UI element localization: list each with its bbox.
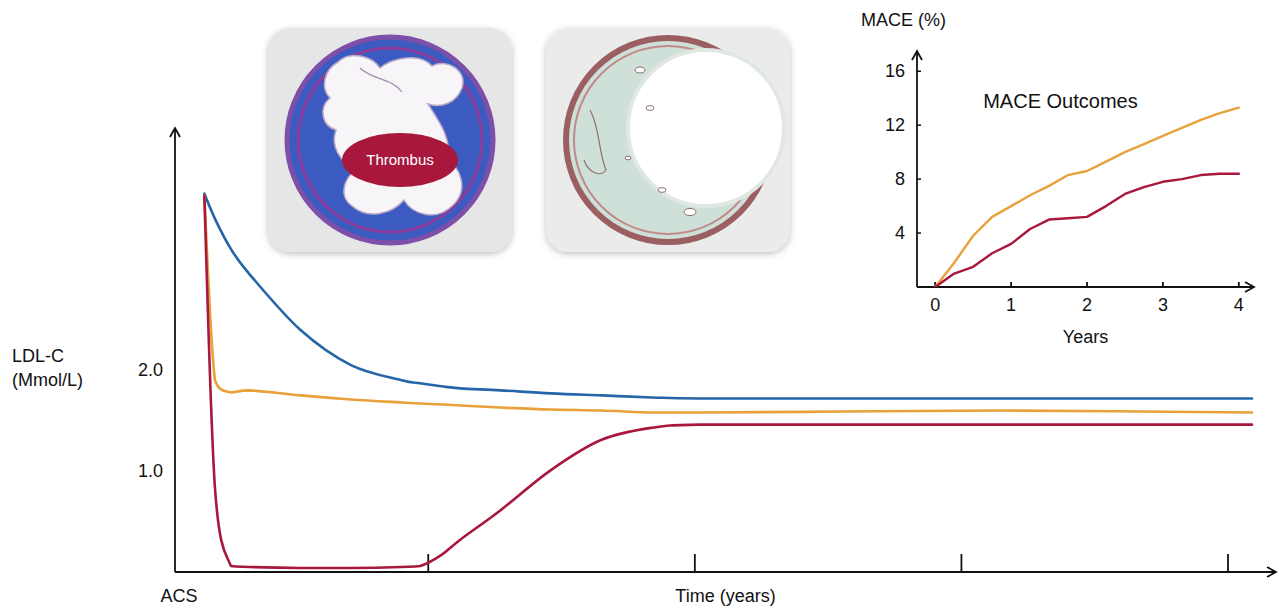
x-tick-label: 2 bbox=[1082, 295, 1092, 315]
series-group bbox=[204, 194, 1252, 568]
calcium bbox=[635, 67, 645, 73]
y-axis-title: MACE (%) bbox=[861, 10, 946, 30]
x-axis bbox=[917, 286, 1254, 288]
axis-arrow bbox=[1267, 567, 1276, 577]
plaque-edge bbox=[360, 68, 402, 92]
x-tick-label: 3 bbox=[1158, 295, 1168, 315]
x-tick bbox=[1010, 282, 1012, 287]
vessel-ring bbox=[298, 48, 482, 232]
x-tick bbox=[1162, 282, 1164, 287]
y-tick bbox=[917, 124, 921, 126]
x-axis bbox=[175, 571, 1276, 573]
y-tick-label: 1.0 bbox=[138, 461, 163, 481]
series-line bbox=[204, 196, 1252, 568]
thrombus-label: Thrombus bbox=[366, 151, 434, 168]
series-line bbox=[204, 194, 1252, 399]
lumen bbox=[628, 50, 784, 206]
vessel-wall bbox=[287, 37, 493, 243]
y-tick bbox=[917, 178, 921, 180]
y-axis-title-line: (Mmol/L) bbox=[12, 370, 83, 390]
x-tick-label: 0 bbox=[930, 295, 940, 315]
x-tick-label: 4 bbox=[1234, 295, 1244, 315]
thrombus bbox=[342, 133, 458, 187]
calcium bbox=[625, 156, 631, 160]
series-line bbox=[935, 174, 1239, 287]
x-tick bbox=[1238, 282, 1240, 287]
y-axis bbox=[174, 128, 176, 572]
mace-chart: 01234481216MACE (%)MACE OutcomesYears bbox=[861, 10, 1254, 347]
y-axis bbox=[916, 51, 918, 287]
y-tick-label: 8 bbox=[895, 169, 905, 189]
panel-bg bbox=[546, 28, 790, 252]
x-tick bbox=[961, 554, 963, 572]
panel-bg bbox=[268, 28, 512, 252]
y-tick-label: 12 bbox=[885, 115, 905, 135]
ldl-chart: 1.0 2.0 LDL-C (Mmol/L) Time (years) ACS bbox=[12, 128, 1276, 606]
y-tick-label: 4 bbox=[895, 223, 905, 243]
y-axis-title-line: LDL-C bbox=[12, 346, 64, 366]
chart-title: MACE Outcomes bbox=[983, 90, 1137, 112]
series-group bbox=[935, 108, 1239, 287]
calcium bbox=[684, 208, 696, 215]
y-axis-title: LDL-C (Mmol/L) bbox=[12, 346, 83, 390]
x-tick-label: 1 bbox=[1006, 295, 1016, 315]
x-tick bbox=[1227, 554, 1229, 572]
y-tick bbox=[917, 70, 921, 72]
calcium bbox=[646, 106, 654, 111]
origin-label: ACS bbox=[160, 586, 197, 606]
x-tick bbox=[694, 554, 696, 572]
y-tick-label: 2.0 bbox=[138, 360, 163, 380]
x-tick bbox=[1086, 282, 1088, 287]
figure: Thrombus 1.0 2.0 LDL-C (Mmol/L) Time (years) A… bbox=[0, 0, 1286, 608]
axis-arrow bbox=[1245, 282, 1254, 292]
series-line bbox=[204, 196, 1252, 413]
axis-arrow bbox=[912, 51, 922, 60]
x-axis-title: Years bbox=[1063, 327, 1108, 347]
axis-arrow bbox=[170, 128, 180, 137]
plaque-edge bbox=[584, 110, 606, 174]
x-axis-title: Time (years) bbox=[675, 586, 775, 606]
illustrations: Thrombus bbox=[268, 28, 790, 252]
y-tick-label: 16 bbox=[885, 61, 905, 81]
series-line bbox=[935, 108, 1239, 287]
calcium bbox=[658, 188, 666, 193]
lumen bbox=[323, 55, 463, 214]
y-tick bbox=[917, 232, 921, 234]
